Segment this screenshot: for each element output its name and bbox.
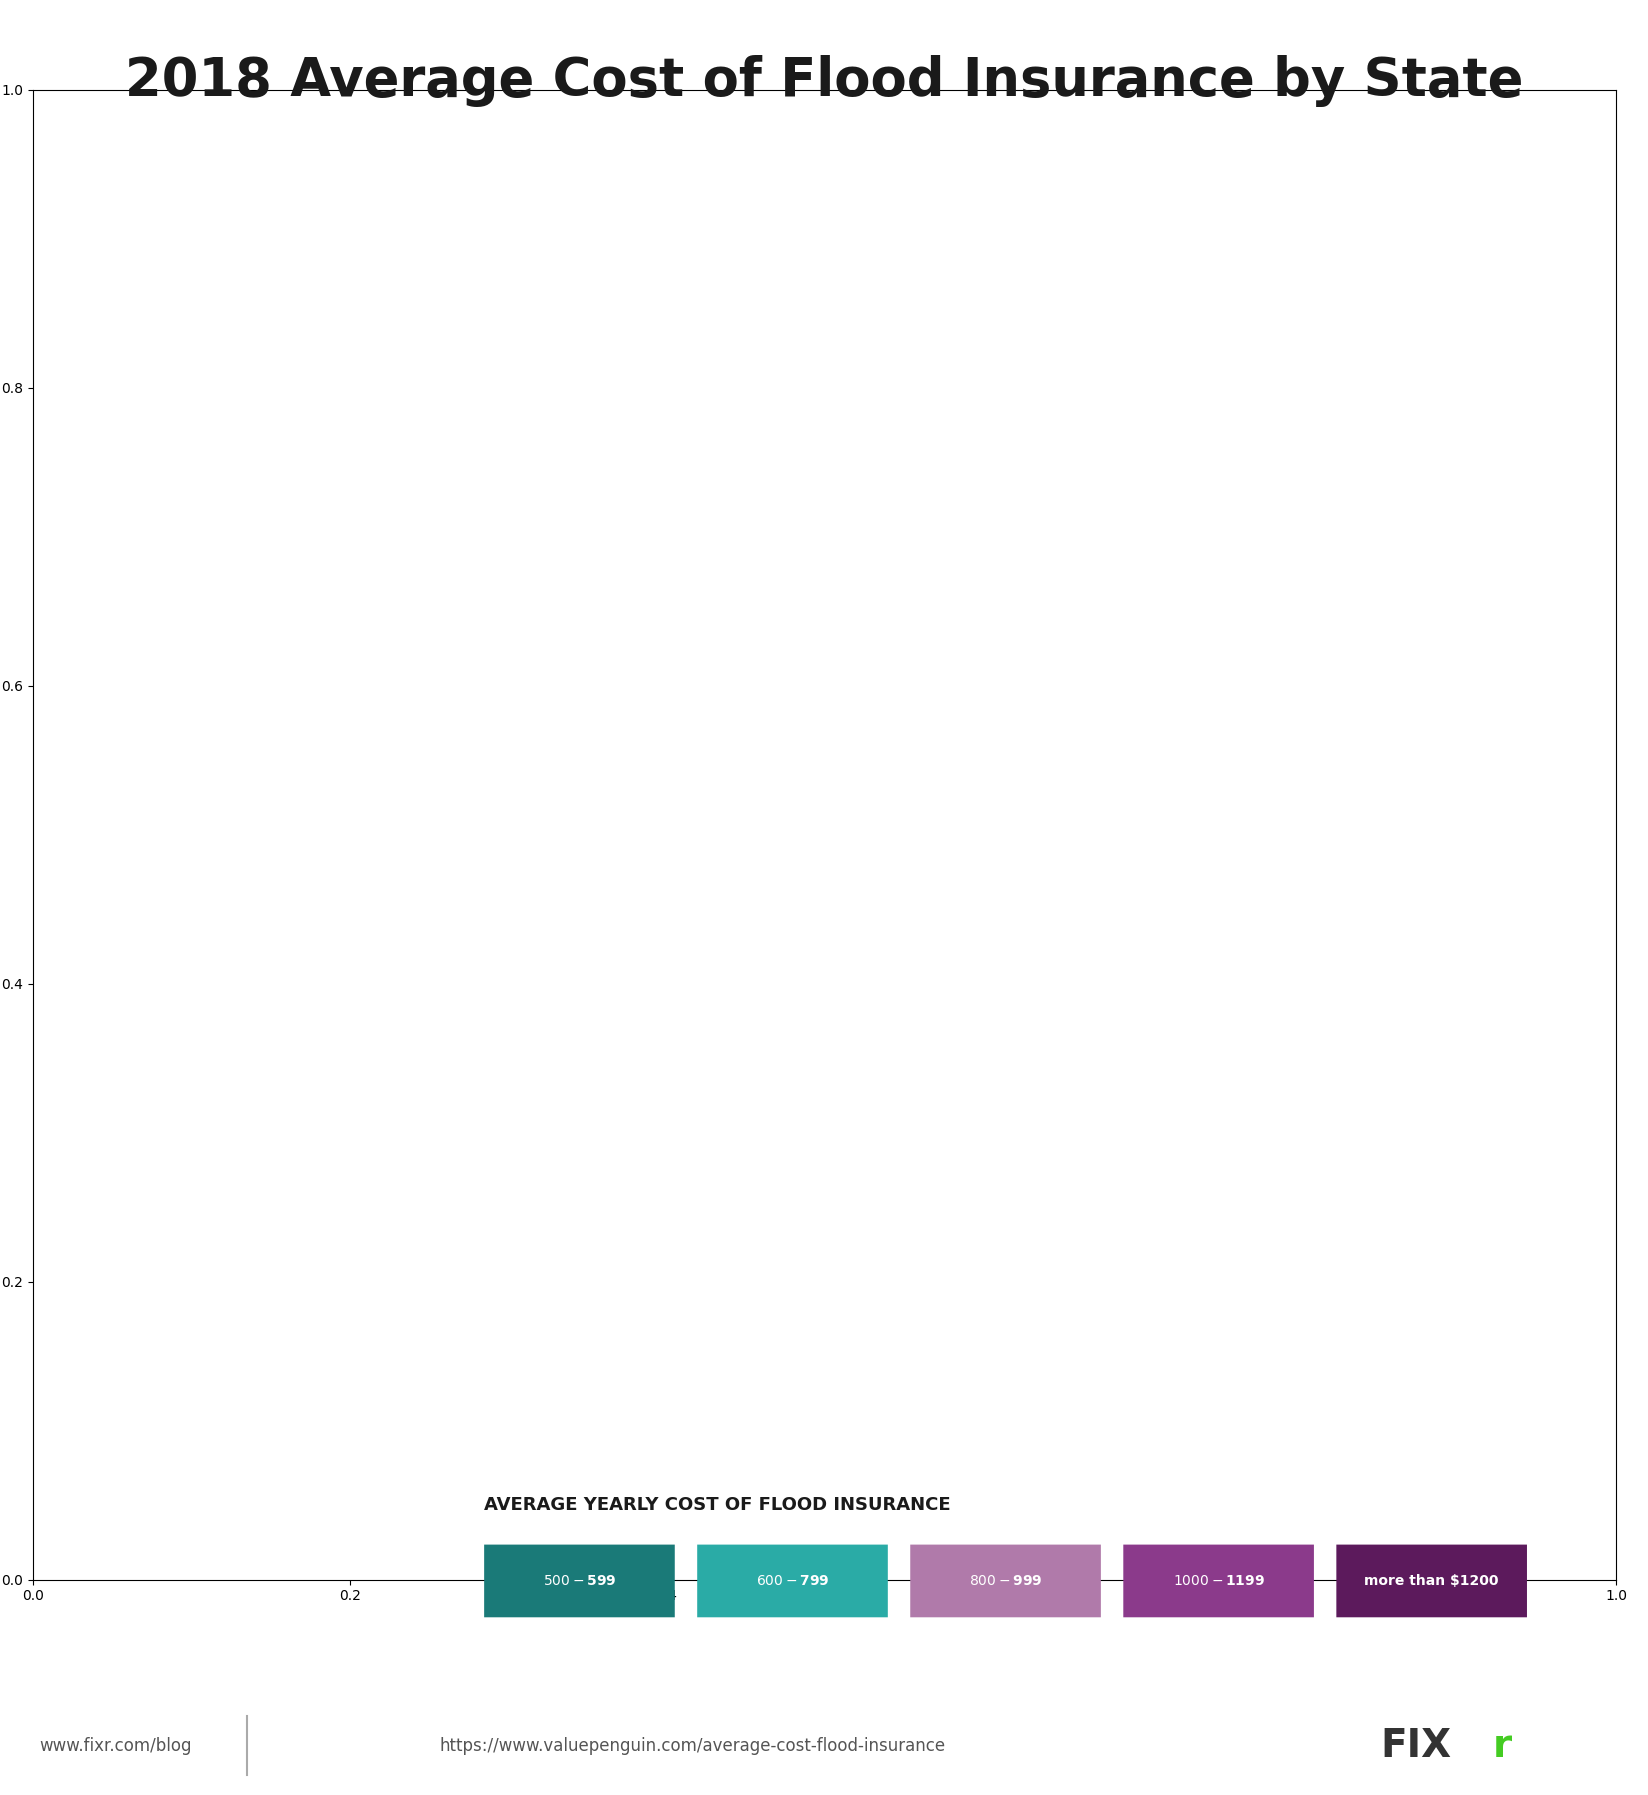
Text: $500-$599: $500-$599 [542, 1574, 616, 1589]
Text: 2018 Average Cost of Flood Insurance by State: 2018 Average Cost of Flood Insurance by … [125, 56, 1523, 106]
FancyBboxPatch shape [485, 1544, 674, 1617]
Text: https://www.valuepenguin.com/average-cost-flood-insurance: https://www.valuepenguin.com/average-cos… [440, 1736, 944, 1756]
Text: FIX: FIX [1379, 1727, 1450, 1764]
FancyBboxPatch shape [697, 1544, 887, 1617]
FancyBboxPatch shape [1122, 1544, 1313, 1617]
Text: more than $1200: more than $1200 [1363, 1574, 1498, 1589]
FancyBboxPatch shape [1335, 1544, 1526, 1617]
Text: $800-$999: $800-$999 [967, 1574, 1042, 1589]
Text: r: r [1491, 1727, 1511, 1764]
Text: AVERAGE YEARLY COST OF FLOOD INSURANCE: AVERAGE YEARLY COST OF FLOOD INSURANCE [485, 1497, 951, 1515]
Text: $1000-$1199: $1000-$1199 [1172, 1574, 1264, 1589]
Text: $600-$799: $600-$799 [755, 1574, 829, 1589]
Text: www.fixr.com/blog: www.fixr.com/blog [40, 1736, 191, 1756]
FancyBboxPatch shape [910, 1544, 1101, 1617]
